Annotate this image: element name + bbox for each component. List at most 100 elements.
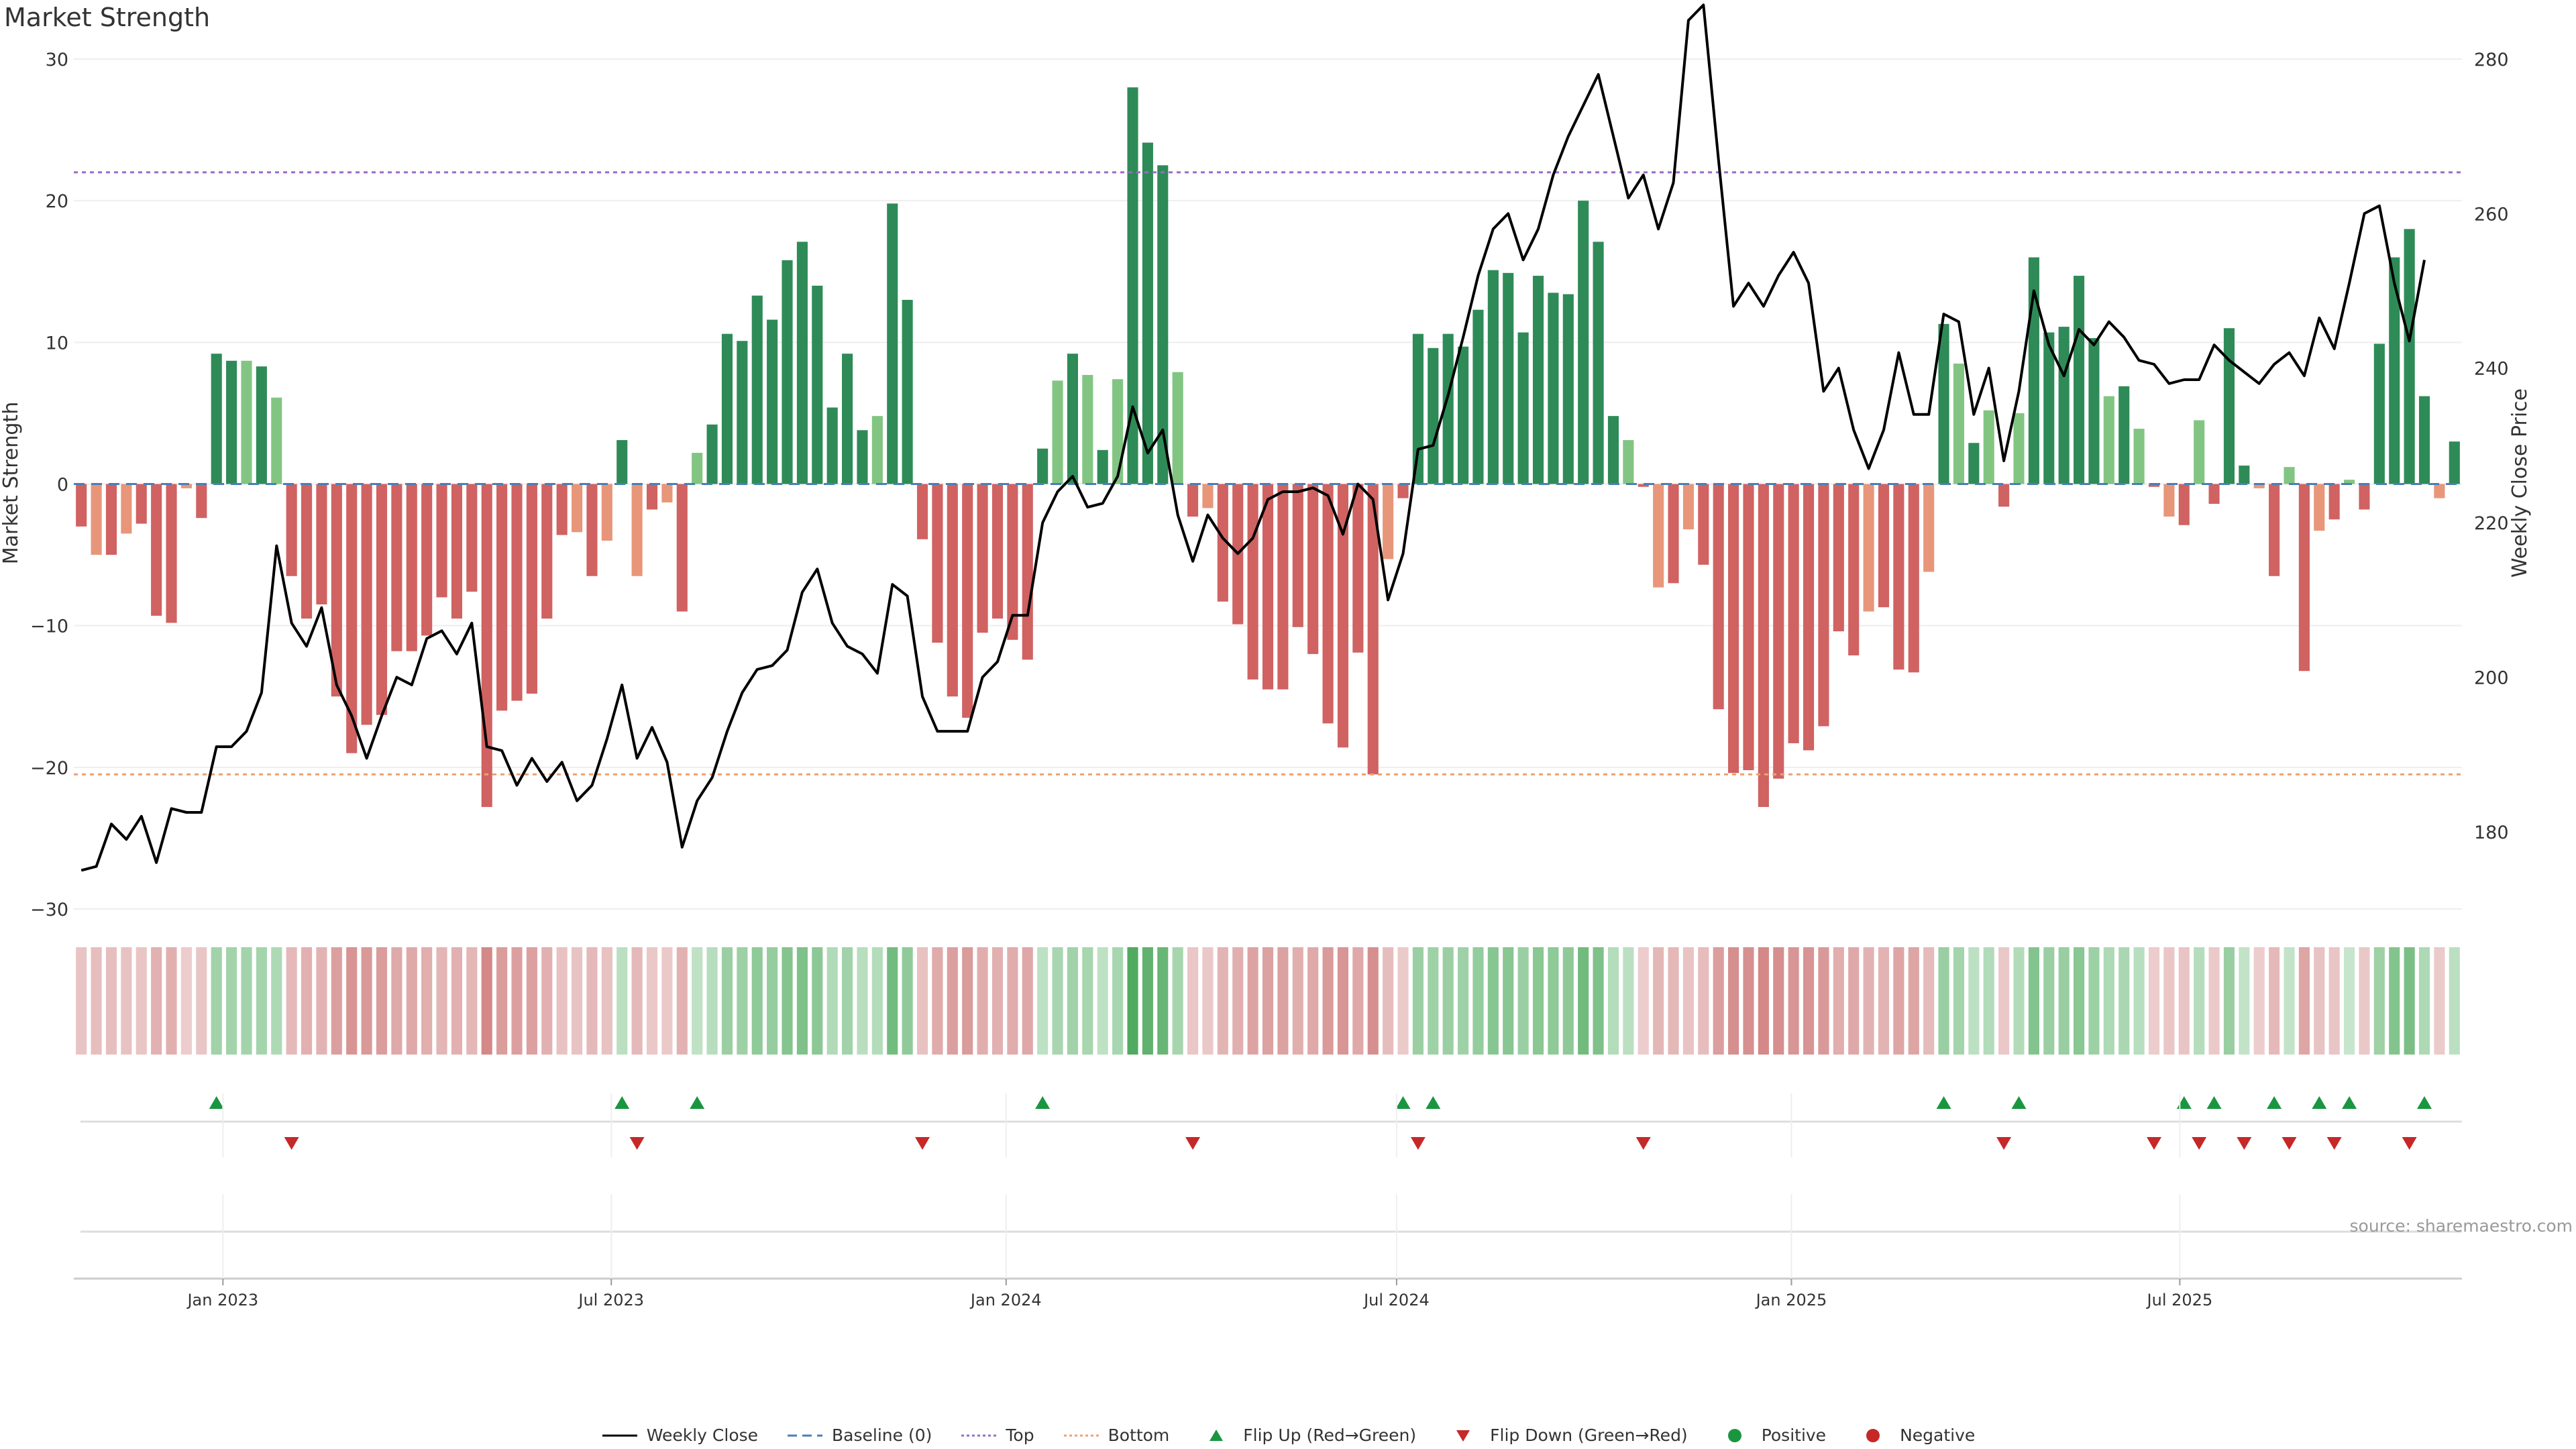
strength-bar: [2194, 420, 2205, 484]
strength-bar: [1337, 484, 1349, 748]
heat-cell: [1758, 947, 1769, 1055]
legend-item[interactable]: Bottom: [1063, 1426, 1169, 1445]
strength-bar: [1172, 372, 1183, 484]
strength-bar: [2178, 484, 2190, 525]
y-left-tick-label: −20: [30, 758, 68, 779]
heat-cell: [1682, 947, 1694, 1055]
legend-swatch: [961, 1434, 997, 1436]
strength-bar: [1247, 484, 1258, 680]
heat-cell: [451, 947, 463, 1055]
heat-cell: [2088, 947, 2100, 1055]
y-axis-left-label: Market Strength: [0, 402, 23, 564]
heat-cell: [1938, 947, 1949, 1055]
strength-bar: [1127, 87, 1138, 484]
strength-bar: [1487, 270, 1499, 484]
strength-bar: [916, 484, 928, 539]
strength-bar: [1653, 484, 1664, 588]
strength-bar: [1682, 484, 1694, 530]
strength-bar: [857, 430, 868, 484]
flip-up-marker: [614, 1096, 630, 1109]
heat-cell: [1698, 947, 1709, 1055]
legend-label: Flip Down (Green→Red): [1490, 1426, 1688, 1445]
strength-bar: [556, 484, 568, 535]
strength-bar: [421, 484, 433, 636]
legend-item[interactable]: Negative: [1854, 1426, 1975, 1445]
heat-cell: [751, 947, 763, 1055]
strength-bar: [2298, 484, 2310, 672]
strength-bar: [947, 484, 958, 697]
heat-cell: [2373, 947, 2385, 1055]
heat-cell: [2314, 947, 2325, 1055]
heat-cell: [1232, 947, 1244, 1055]
heat-strip: [76, 947, 2460, 1055]
strength-bar: [842, 354, 853, 484]
heat-cell: [1352, 947, 1364, 1055]
strength-bar: [1893, 484, 1904, 670]
heat-cell: [1638, 947, 1649, 1055]
heat-cell: [1803, 947, 1815, 1055]
legend-swatch: [1866, 1428, 1880, 1442]
strength-bar: [1307, 484, 1319, 654]
heat-cell: [1112, 947, 1124, 1055]
heat-cell: [316, 947, 327, 1055]
strength-bar: [271, 397, 282, 484]
y-left-tick-label: −10: [30, 616, 68, 637]
heat-cell: [1428, 947, 1439, 1055]
legend-label: Positive: [1761, 1426, 1827, 1445]
strength-bar: [2088, 337, 2100, 484]
flip-down-marker: [2237, 1137, 2252, 1150]
strength-bar: [767, 319, 778, 484]
strength-bar: [451, 484, 463, 619]
legend-item[interactable]: Weekly Close: [601, 1426, 758, 1445]
heat-cell: [1277, 947, 1289, 1055]
heat-cell: [1337, 947, 1349, 1055]
heat-cell: [105, 947, 117, 1055]
heat-cell: [1743, 947, 1754, 1055]
legend-item[interactable]: Flip Up (Red→Green): [1197, 1426, 1416, 1445]
legend-item[interactable]: Positive: [1716, 1426, 1826, 1445]
strength-bar: [105, 484, 117, 555]
legend: Weekly Close Baseline (0) Top Bottom Flip Up…: [0, 1426, 2576, 1445]
strength-bar: [1998, 484, 2010, 507]
heat-cell: [1367, 947, 1379, 1055]
heat-cell: [466, 947, 478, 1055]
strength-bar: [1097, 449, 1108, 484]
x-tick-label: Jan 2024: [969, 1291, 1042, 1309]
strength-bar: [962, 484, 973, 718]
heat-cell: [1788, 947, 1799, 1055]
strength-bar: [226, 360, 237, 484]
legend-swatch: [1727, 1428, 1741, 1442]
legend-item[interactable]: Flip Down (Green→Red): [1444, 1426, 1688, 1445]
strength-bar: [1863, 484, 1874, 612]
y-right-tick-label: 240: [2474, 359, 2509, 380]
flip-up-marker: [2417, 1096, 2432, 1109]
flip-down-marker: [915, 1137, 930, 1150]
strength-bar: [1878, 484, 1890, 608]
strength-bar: [1412, 333, 1424, 484]
heat-cell: [526, 947, 537, 1055]
heat-cell: [421, 947, 433, 1055]
heat-cell: [1863, 947, 1874, 1055]
heat-cell: [1517, 947, 1529, 1055]
strength-bars: [76, 87, 2460, 807]
strength-bar: [1277, 484, 1289, 690]
flip-down-marker: [2192, 1137, 2207, 1150]
legend-item[interactable]: Top: [960, 1426, 1034, 1445]
strength-bar: [286, 484, 297, 576]
strength-bar: [2434, 484, 2445, 498]
heat-cell: [2389, 947, 2400, 1055]
flip-up-marker: [1936, 1096, 1951, 1109]
heat-cell: [2449, 947, 2460, 1055]
heat-cell: [782, 947, 793, 1055]
heat-cell: [601, 947, 612, 1055]
strength-bar: [256, 366, 267, 484]
strength-bar: [2043, 332, 2055, 484]
strength-bar: [1593, 241, 1604, 484]
flip-down-marker: [2402, 1137, 2417, 1150]
y-right-tick-label: 200: [2474, 667, 2509, 688]
legend-item[interactable]: Baseline (0): [786, 1426, 932, 1445]
chart-title: Market Strength: [4, 3, 211, 32]
heat-cell: [346, 947, 358, 1055]
strength-bar: [346, 484, 358, 753]
heat-cell: [1593, 947, 1604, 1055]
